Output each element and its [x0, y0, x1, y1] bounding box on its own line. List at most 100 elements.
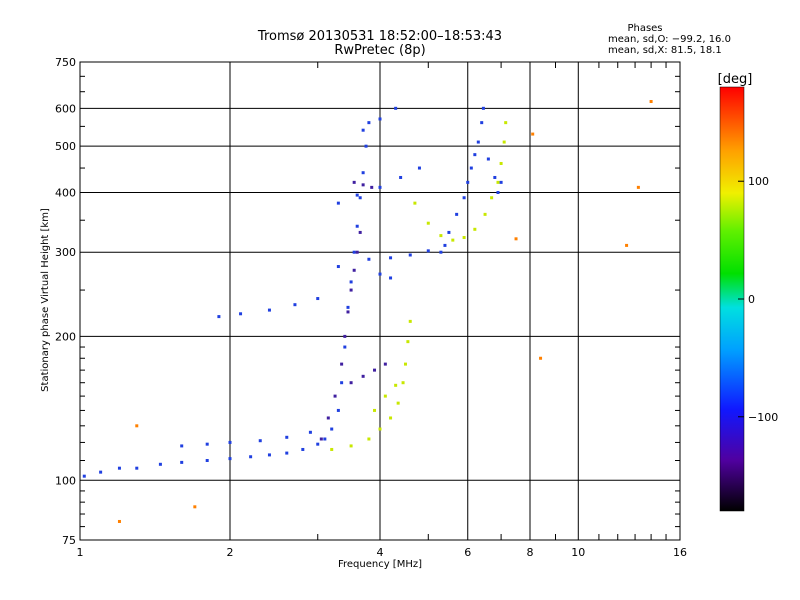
data-point	[499, 161, 503, 165]
data-point	[301, 447, 305, 451]
y-tick-label: 200	[55, 330, 76, 343]
y-tick-label: 600	[55, 102, 76, 115]
data-point	[499, 180, 503, 184]
data-point	[504, 121, 508, 125]
colorbar-label: [deg]	[718, 72, 753, 87]
data-point	[340, 381, 344, 385]
data-point	[99, 470, 103, 474]
data-point	[285, 451, 289, 455]
colorbar-tick-label: −100	[748, 411, 778, 424]
data-point	[355, 193, 359, 197]
data-point	[352, 268, 356, 272]
data-point	[473, 227, 477, 231]
data-point	[514, 237, 518, 241]
data-point	[370, 185, 374, 189]
data-point	[447, 230, 451, 234]
chart-subtitle: RwPretec (8p)	[334, 43, 425, 58]
data-point	[367, 437, 371, 441]
data-point	[439, 250, 443, 254]
data-point	[480, 121, 484, 125]
data-point	[346, 305, 350, 309]
data-point	[394, 383, 398, 387]
data-point	[249, 455, 253, 459]
data-point	[373, 368, 377, 372]
data-point	[336, 201, 340, 205]
data-point	[403, 362, 407, 366]
y-tick-label: 500	[55, 140, 76, 153]
data-point	[293, 303, 297, 307]
data-point	[349, 288, 353, 292]
data-point	[406, 340, 410, 344]
data-point	[308, 430, 312, 434]
data-point	[117, 466, 121, 470]
data-point	[346, 310, 350, 314]
data-point	[239, 312, 243, 316]
data-point	[625, 243, 629, 247]
x-tick-label: 1	[77, 546, 84, 559]
data-point	[361, 128, 365, 132]
x-tick-label: 8	[527, 546, 534, 559]
data-point	[455, 212, 459, 216]
data-point	[330, 427, 334, 431]
data-point	[364, 144, 368, 148]
phase-stats-x-mode: mean, sd,X: 81.5, 18.1	[608, 45, 722, 56]
data-point	[531, 132, 535, 136]
data-point	[267, 453, 271, 457]
data-point	[493, 175, 497, 179]
data-point	[408, 253, 412, 257]
data-point	[394, 106, 398, 110]
data-point	[361, 374, 365, 378]
data-point	[180, 460, 184, 464]
y-axis-ticks: 75 100 200 300 400 500 600 750	[55, 56, 680, 547]
data-point	[378, 272, 382, 276]
data-point	[389, 256, 393, 260]
data-point	[135, 424, 139, 428]
x-tick-label: 4	[377, 546, 384, 559]
data-point	[367, 257, 371, 261]
data-point	[383, 394, 387, 398]
data-point	[228, 457, 232, 461]
data-point	[323, 437, 327, 441]
y-tick-label: 300	[55, 246, 76, 259]
data-point	[352, 250, 356, 254]
data-point	[426, 249, 430, 253]
data-point	[352, 180, 356, 184]
data-point	[486, 157, 490, 161]
data-point	[399, 175, 403, 179]
data-point	[426, 221, 430, 225]
data-point	[336, 408, 340, 412]
data-point	[413, 201, 417, 205]
data-point	[319, 437, 323, 441]
data-point	[349, 444, 353, 448]
data-point	[117, 519, 121, 523]
data-point	[378, 117, 382, 121]
data-point	[481, 106, 485, 110]
data-point	[502, 140, 506, 144]
data-point	[466, 180, 470, 184]
data-point	[349, 280, 353, 284]
y-tick-label: 750	[55, 56, 76, 69]
data-point	[378, 185, 382, 189]
colorbar-ticks: 100 0 −100	[738, 175, 778, 424]
data-point	[333, 394, 337, 398]
data-point	[205, 442, 209, 446]
data-point	[343, 334, 347, 338]
data-point	[326, 416, 330, 420]
data-point	[462, 236, 466, 240]
grid-lines	[80, 62, 680, 540]
data-point	[355, 250, 359, 254]
data-point	[135, 466, 139, 470]
data-point	[483, 212, 487, 216]
data-point	[361, 183, 365, 187]
data-point	[228, 440, 232, 444]
y-axis-label: Stationary phase Virtual Height [km]	[40, 208, 51, 392]
x-axis-ticks: 1 2 4 6 8 10 16	[77, 62, 687, 559]
data-point	[340, 362, 344, 366]
data-point	[343, 345, 347, 349]
chart-title: Tromsø 20130531 18:52:00–18:53:43	[257, 29, 502, 44]
data-point	[378, 427, 382, 431]
data-point	[330, 447, 334, 451]
data-point	[217, 315, 221, 319]
colorbar-tick-label: 100	[748, 175, 769, 188]
data-point	[389, 276, 393, 280]
